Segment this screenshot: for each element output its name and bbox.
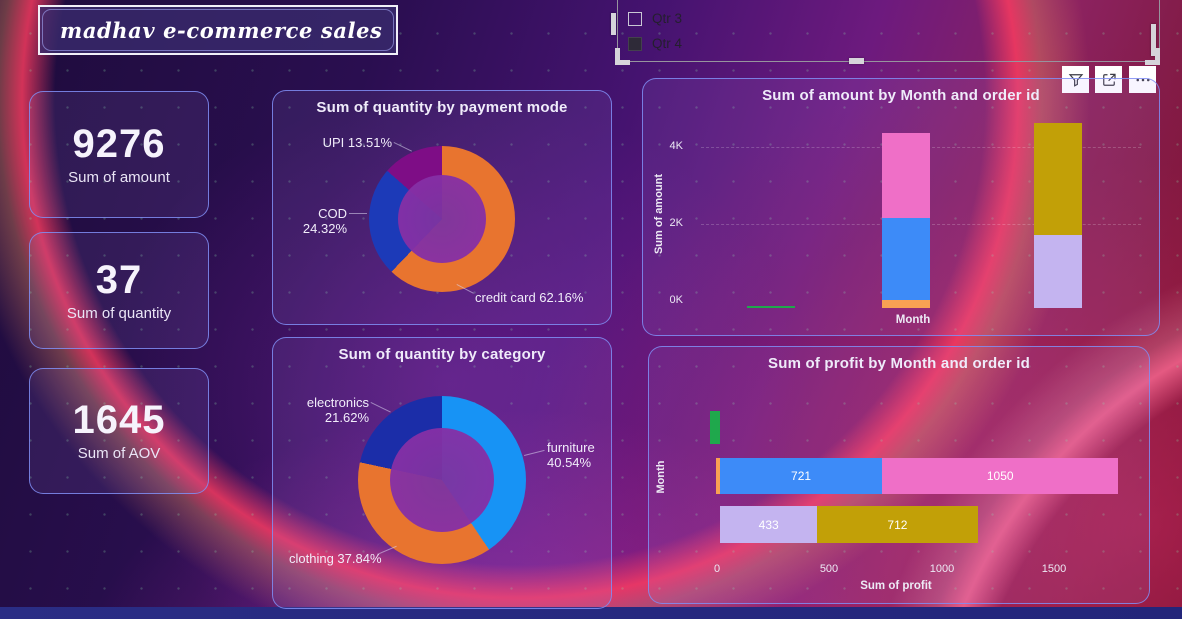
kpi-value-amount: 9276 (72, 121, 166, 166)
slicer-item-qtr3[interactable]: Qtr 3 (628, 11, 682, 26)
bar-segment[interactable] (709, 411, 720, 444)
column-segment[interactable] (882, 218, 930, 300)
y-tick-2k: 2K (669, 217, 683, 229)
focus-mode-button[interactable] (1095, 66, 1122, 93)
bar-value-label: 712 (887, 517, 908, 532)
checkbox-qtr4-checked-icon[interactable] (628, 36, 642, 51)
kpi-label-amount: Sum of amount (68, 168, 170, 186)
amount-chart-title: Sum of amount by Month and order id (762, 87, 1040, 104)
amount-plot-area (643, 79, 1159, 335)
pie-label-clothing: clothing 37.84% (289, 551, 382, 566)
y-tick-0k: 0K (669, 294, 683, 306)
column-segment[interactable] (882, 133, 930, 219)
kpi-label-quantity: Sum of quantity (66, 304, 172, 322)
pie-label-credit-card: credit card 62.16% (475, 290, 584, 305)
column-segment[interactable] (1034, 123, 1082, 235)
bar-segment[interactable]: 721 (720, 458, 883, 494)
checkbox-qtr3-unchecked-icon[interactable] (628, 11, 642, 26)
title-card[interactable]: madhav e-commerce sales (38, 5, 398, 55)
pie-label-furniture: furniture 40.54% (547, 440, 595, 471)
leader-line (370, 402, 391, 413)
selection-handle-right[interactable] (1151, 24, 1156, 56)
x-tick-1500: 1500 (1041, 563, 1067, 575)
category-donut-hole (390, 428, 494, 532)
slicer-label-qtr3[interactable]: Qtr 3 (652, 11, 683, 26)
x-tick-0: 0 (713, 563, 721, 575)
bar-segment[interactable]: 1050 (882, 458, 1119, 494)
category-donut-title: Sum of quantity by category (338, 346, 546, 363)
selection-handle-bottom-right[interactable] (1145, 48, 1160, 65)
bar-segment[interactable]: 433 (720, 506, 818, 543)
column-segment[interactable] (747, 305, 795, 308)
payment-donut-hole (398, 175, 486, 263)
focus-mode-icon (1102, 73, 1116, 86)
leader-line (393, 142, 412, 152)
kpi-value-aov: 1645 (72, 398, 166, 442)
pie-label-electronics: electronics 21.62% (306, 395, 369, 426)
leader-line (524, 449, 545, 456)
category-donut-card[interactable]: Sum of quantity by category electronics … (272, 337, 612, 609)
dashboard-title: madhav e-commerce sales (60, 17, 383, 43)
leader-line (349, 213, 367, 214)
bar-value-label: 1050 (986, 469, 1014, 483)
filter-button[interactable] (1062, 66, 1089, 93)
bottom-bar (0, 607, 1182, 619)
bar-segment[interactable]: 712 (817, 506, 978, 543)
x-tick-1000: 1000 (929, 563, 955, 575)
amount-x-axis-title: Month (895, 314, 931, 326)
bar-value-label: 721 (791, 469, 812, 483)
quarter-slicer[interactable]: Qtr 3 Qtr 4 (617, 0, 1160, 62)
column-segment[interactable] (882, 299, 930, 308)
kpi-card-sum-of-amount[interactable]: 9276 Sum of amount (29, 91, 209, 218)
pie-label-upi: UPI 13.51% (322, 135, 392, 150)
filter-icon (1068, 73, 1083, 87)
payment-donut-title: Sum of quantity by payment mode (316, 99, 568, 116)
profit-plot-area: 721 1050 433 712 (649, 347, 1149, 603)
bar-segment[interactable] (715, 458, 720, 494)
profit-chart-title: Sum of profit by Month and order id (768, 355, 1030, 372)
y-tick-4k: 4K (669, 140, 683, 152)
selection-handle-bottom-left[interactable] (615, 48, 630, 65)
bar-value-label: 433 (758, 517, 779, 532)
kpi-card-sum-of-quantity[interactable]: 37 Sum of quantity (29, 232, 209, 349)
kpi-card-sum-of-aov[interactable]: 1645 Sum of AOV (29, 368, 209, 494)
profit-x-axis-title: Sum of profit (860, 580, 932, 592)
selection-handle-bottom[interactable] (849, 58, 864, 64)
kpi-value-quantity: 37 (95, 257, 143, 302)
payment-mode-donut-card[interactable]: Sum of quantity by payment mode UPI 13.5… (272, 90, 612, 325)
slicer-item-qtr4[interactable]: Qtr 4 (628, 36, 682, 51)
x-tick-500: 500 (819, 563, 839, 575)
column-segment[interactable] (1034, 234, 1082, 308)
pie-label-cod: COD 24.32% (302, 206, 347, 237)
selection-handle-left[interactable] (611, 13, 616, 35)
amount-column-chart-card[interactable]: Sum of amount by Month and order id Sum … (642, 78, 1160, 336)
kpi-label-aov: Sum of AOV (77, 445, 161, 462)
profit-bar-chart-card[interactable]: Sum of profit by Month and order id Mont… (648, 346, 1150, 604)
title-card-inner: madhav e-commerce sales (42, 9, 394, 51)
slicer-label-qtr4[interactable]: Qtr 4 (652, 36, 683, 51)
